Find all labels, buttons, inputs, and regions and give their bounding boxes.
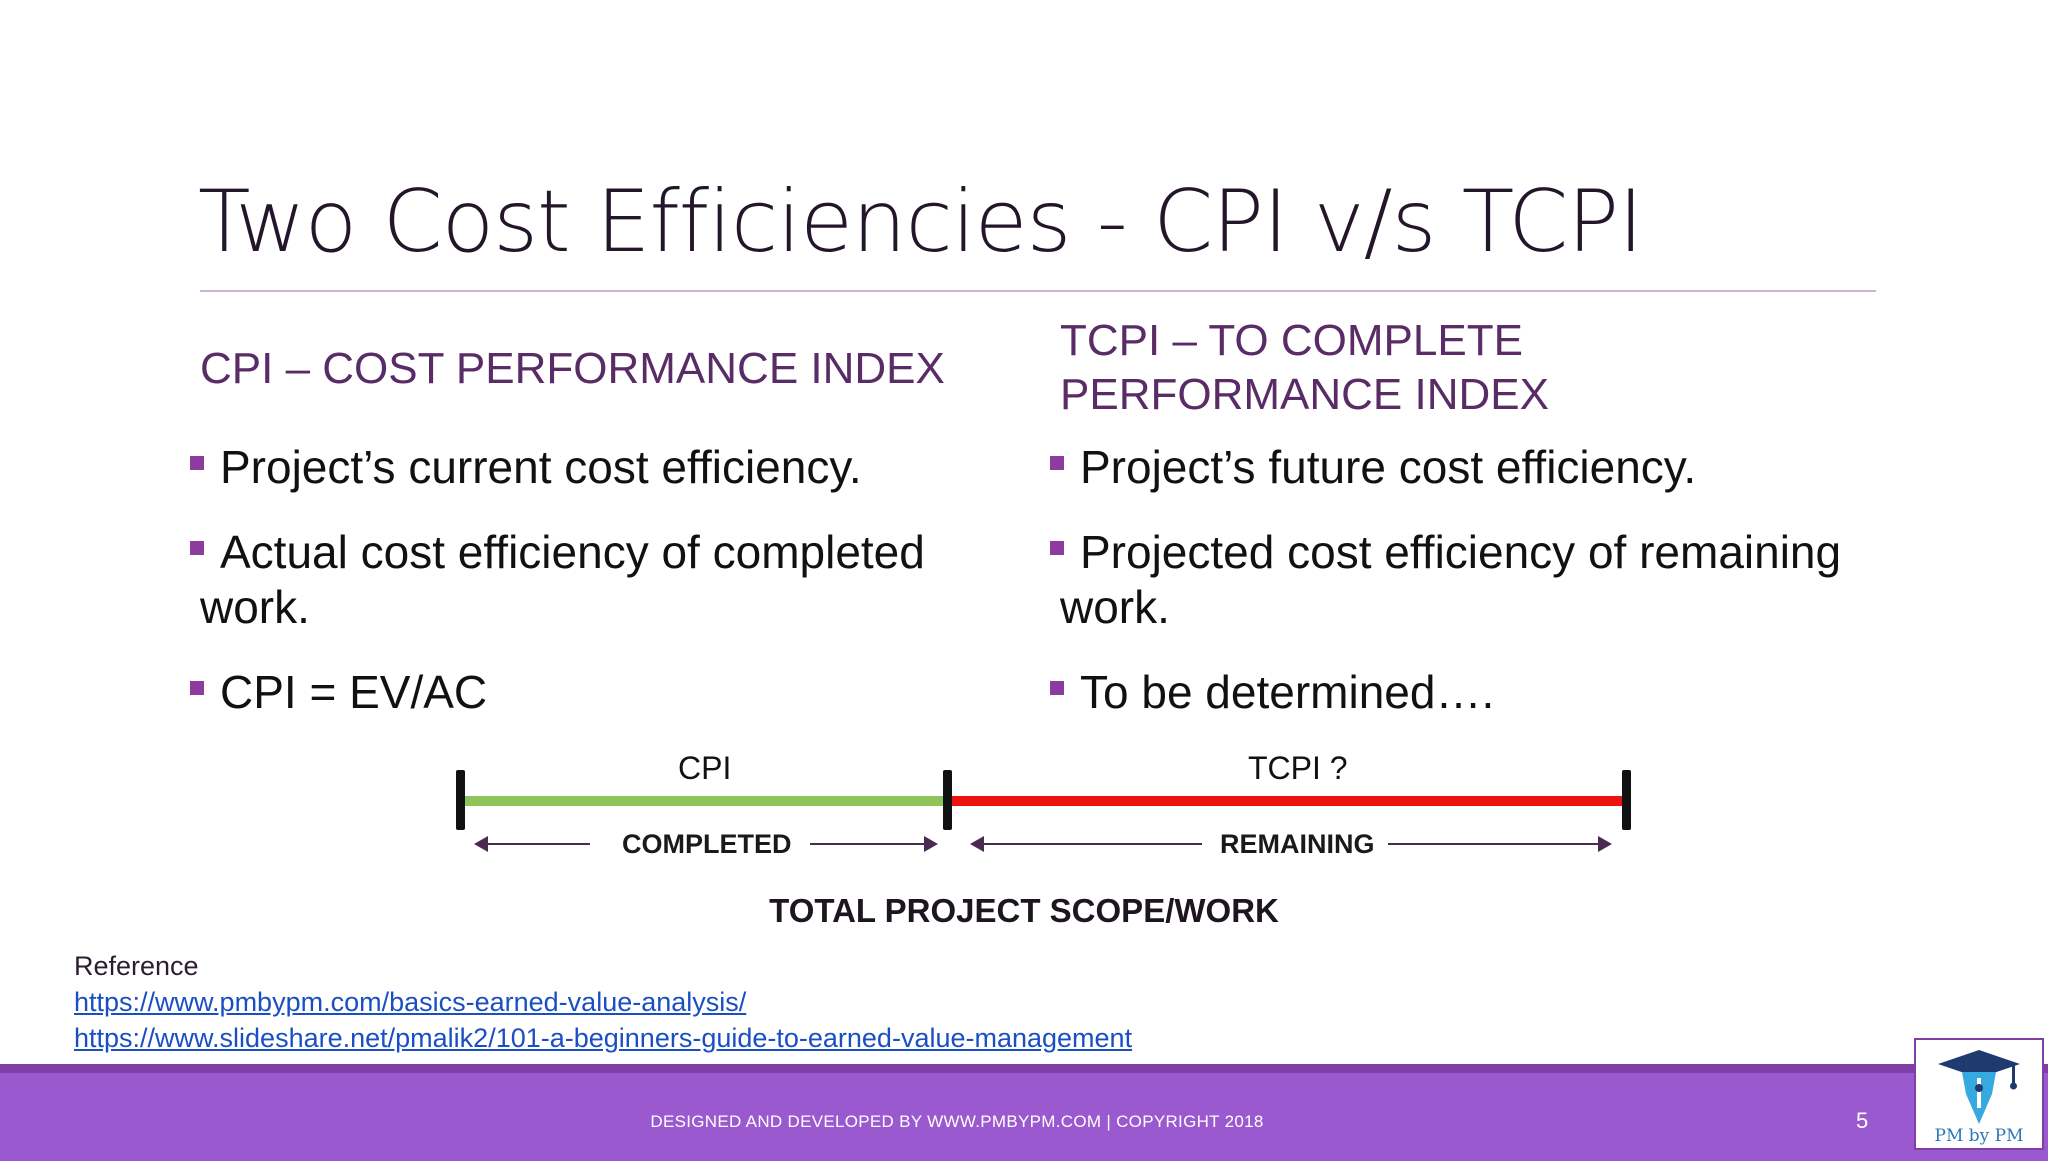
title-divider	[200, 290, 1876, 292]
remaining-label: REMAINING	[1220, 829, 1375, 859]
logo-text: PM by PM	[1934, 1126, 2024, 1146]
square-bullet-icon	[1050, 456, 1064, 470]
bullet-text: Project’s future cost efficiency.	[1080, 441, 1697, 493]
arrow-line	[1388, 843, 1600, 845]
cpi-bullet-list: Project’s current cost efficiency. Actua…	[190, 440, 1020, 750]
tcpi-bullet-list: Project’s future cost efficiency. Projec…	[1050, 440, 1890, 750]
cpi-segment-label: CPI	[678, 750, 732, 786]
list-item: To be determined….	[1050, 665, 1890, 720]
remaining-bar	[948, 796, 1630, 806]
footer-copyright: DESIGNED AND DEVELOPED BY WWW.PMBYPM.COM…	[650, 1112, 1264, 1131]
cpi-heading: CPI – COST PERFORMANCE INDEX	[200, 344, 945, 393]
end-tick	[1622, 770, 1631, 830]
page-number: 5	[1856, 1108, 1869, 1133]
bullet-text: Projected cost efficiency of remaining w…	[1060, 526, 1842, 633]
arrow-line	[980, 843, 1202, 845]
list-item: Projected cost efficiency of remaining w…	[1050, 525, 1890, 635]
arrow-line	[484, 843, 590, 845]
start-tick	[456, 770, 465, 830]
list-item: CPI = EV/AC	[190, 665, 1020, 720]
square-bullet-icon	[1050, 541, 1064, 555]
footer-bar: DESIGNED AND DEVELOPED BY WWW.PMBYPM.COM…	[0, 1064, 2048, 1161]
reference-block: Reference https://www.pmbypm.com/basics-…	[74, 948, 1132, 1056]
completed-bar	[460, 796, 948, 806]
list-item: Project’s future cost efficiency.	[1050, 440, 1890, 495]
arrow-left-icon	[970, 836, 984, 852]
reference-link-slideshare[interactable]: https://www.slideshare.net/pmalik2/101-a…	[74, 1023, 1133, 1053]
total-scope-label: TOTAL PROJECT SCOPE/WORK	[769, 892, 1279, 929]
bullet-text: Project’s current cost efficiency.	[220, 441, 862, 493]
square-bullet-icon	[190, 681, 204, 695]
slide-title: Two Cost Efficiencies - CPI v/s TCPI	[198, 172, 1643, 272]
completed-label: COMPLETED	[622, 829, 792, 859]
square-bullet-icon	[190, 541, 204, 555]
pmbypm-logo: PM by PM	[1914, 1038, 2044, 1150]
arrow-right-icon	[1598, 836, 1612, 852]
list-item: Actual cost efficiency of completed work…	[190, 525, 1020, 635]
arrow-left-icon	[474, 836, 488, 852]
tcpi-heading: TCPI – TO COMPLETE PERFORMANCE INDEX	[1060, 316, 1549, 419]
list-item: Project’s current cost efficiency.	[190, 440, 1020, 495]
bullet-text: Actual cost efficiency of completed work…	[200, 526, 925, 633]
reference-link-pmbypm[interactable]: https://www.pmbypm.com/basics-earned-val…	[74, 987, 747, 1017]
square-bullet-icon	[1050, 681, 1064, 695]
square-bullet-icon	[190, 456, 204, 470]
scope-diagram: CPI TCPI ? COMPLETED REMAINING	[440, 740, 1660, 940]
reference-label: Reference	[74, 951, 199, 981]
pen-graduation-cap-icon	[1938, 1050, 2020, 1124]
bullet-text: CPI = EV/AC	[220, 666, 488, 718]
arrow-right-icon	[924, 836, 938, 852]
bullet-text: To be determined….	[1080, 666, 1495, 718]
arrow-line	[810, 843, 926, 845]
tcpi-segment-label: TCPI ?	[1248, 750, 1348, 786]
progress-tick	[943, 770, 952, 830]
